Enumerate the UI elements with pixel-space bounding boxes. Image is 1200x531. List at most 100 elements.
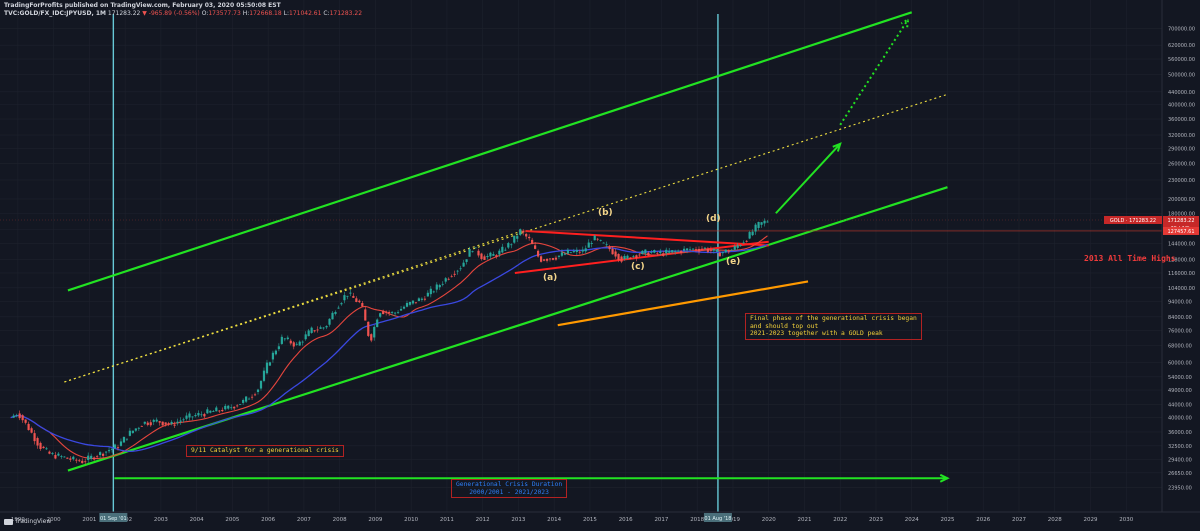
price-candle	[712, 248, 715, 254]
candle-body	[128, 430, 132, 436]
candle-body	[700, 248, 704, 250]
ath-price-badge-bg	[1163, 226, 1199, 235]
price-axis[interactable]: 23950.00 26650.00 29400.00 32500.00 36000.00…	[1161, 0, 1200, 531]
price-candle	[227, 405, 230, 410]
candle-body	[304, 334, 307, 340]
candle-body	[334, 311, 337, 314]
price-candle	[382, 309, 385, 315]
candle-body	[441, 283, 444, 285]
price-candle	[635, 254, 638, 262]
candle-body	[560, 252, 564, 256]
price-candle	[617, 253, 620, 263]
candle-body	[385, 311, 388, 313]
projection-dotted-line-lower	[64, 230, 523, 383]
candle-body	[516, 236, 519, 239]
candle-body	[152, 419, 155, 422]
price-candle	[453, 270, 456, 277]
candle-body	[727, 251, 730, 253]
price-candle	[182, 417, 185, 423]
price-candle	[319, 325, 322, 329]
price-candle	[462, 259, 465, 267]
final-phase-annotation[interactable]: Final phase of the generational crisis b…	[745, 313, 922, 340]
candle-body	[745, 240, 748, 242]
price-tick-label: 360000.00	[1168, 117, 1195, 123]
candle-body	[125, 438, 129, 440]
price-tick-label: 60000.00	[1168, 361, 1192, 367]
candle-body	[239, 404, 242, 405]
time-axis[interactable]: 1999200020012002200320042005200620072008…	[0, 511, 1200, 523]
candle-body	[462, 262, 465, 267]
candle-body	[596, 238, 599, 240]
candle-body	[656, 252, 659, 254]
catalyst-annotation[interactable]: 9/11 Catalyst for a generational crisis	[186, 445, 344, 457]
candle-body	[721, 252, 724, 254]
candle-body	[766, 221, 769, 223]
candle-body	[438, 285, 441, 288]
price-tick-label: 104000.00	[1168, 286, 1195, 292]
price-candles	[12, 218, 769, 465]
price-candle	[691, 248, 695, 253]
price-candle	[268, 361, 272, 367]
time-tick-label: 2001	[82, 517, 96, 523]
candle-body	[155, 419, 158, 422]
candle-body	[697, 248, 701, 252]
candle-body	[420, 298, 423, 300]
price-candle	[528, 234, 531, 241]
gold-price-badge-bg	[1104, 216, 1162, 225]
candle-body	[548, 258, 552, 260]
price-candle	[322, 327, 325, 330]
time-tick-label: 2013	[511, 517, 525, 523]
candle-body	[256, 389, 260, 392]
price-candle	[185, 412, 188, 421]
candle-body	[399, 308, 403, 311]
time-tick-label: 2023	[869, 517, 883, 523]
price-candle	[495, 254, 498, 259]
candle-body	[629, 257, 632, 259]
price-candle	[119, 438, 123, 447]
candle-body	[712, 248, 715, 251]
candle-body	[644, 249, 647, 254]
crisis-duration-annotation[interactable]: Generational Crisis Duration 2000/2001 -…	[451, 479, 568, 498]
candle-body	[483, 256, 486, 260]
price-candle	[239, 403, 242, 405]
candle-body	[245, 396, 248, 402]
time-tick-label: 2026	[976, 517, 990, 523]
candle-body	[748, 232, 751, 239]
price-candle	[247, 397, 251, 400]
price-candle	[39, 441, 42, 451]
candle-body	[522, 230, 525, 233]
candle-body	[569, 252, 572, 254]
price-candle	[355, 296, 358, 303]
candle-body	[286, 337, 289, 340]
candle-body	[528, 236, 531, 239]
price-candle	[99, 451, 102, 459]
price-candle	[688, 246, 692, 252]
price-candle	[620, 255, 623, 264]
time-tick-label: 2000	[47, 517, 61, 523]
candle-body	[15, 415, 18, 417]
candle-body	[54, 454, 57, 459]
price-candle	[575, 247, 578, 255]
price-tick-label: 29400.00	[1168, 457, 1192, 463]
price-candle	[295, 342, 298, 346]
candle-body	[200, 414, 203, 416]
price-candle	[131, 430, 134, 434]
candle-body	[382, 310, 385, 315]
price-candle	[230, 404, 233, 410]
price-tick-label: 440000.00	[1168, 90, 1195, 96]
candle-body	[739, 245, 742, 246]
candle-body	[233, 406, 236, 409]
price-candle	[456, 269, 459, 275]
price-candle	[51, 451, 54, 456]
price-candle	[128, 427, 132, 437]
candle-body	[60, 456, 63, 457]
price-candle	[423, 296, 426, 302]
moving-average-fast	[10, 235, 768, 460]
price-candle	[474, 247, 477, 249]
price-candle	[158, 420, 161, 426]
price-candle	[522, 229, 525, 236]
candle-body	[626, 255, 629, 259]
candle-body	[212, 411, 215, 412]
price-candle	[376, 318, 379, 328]
